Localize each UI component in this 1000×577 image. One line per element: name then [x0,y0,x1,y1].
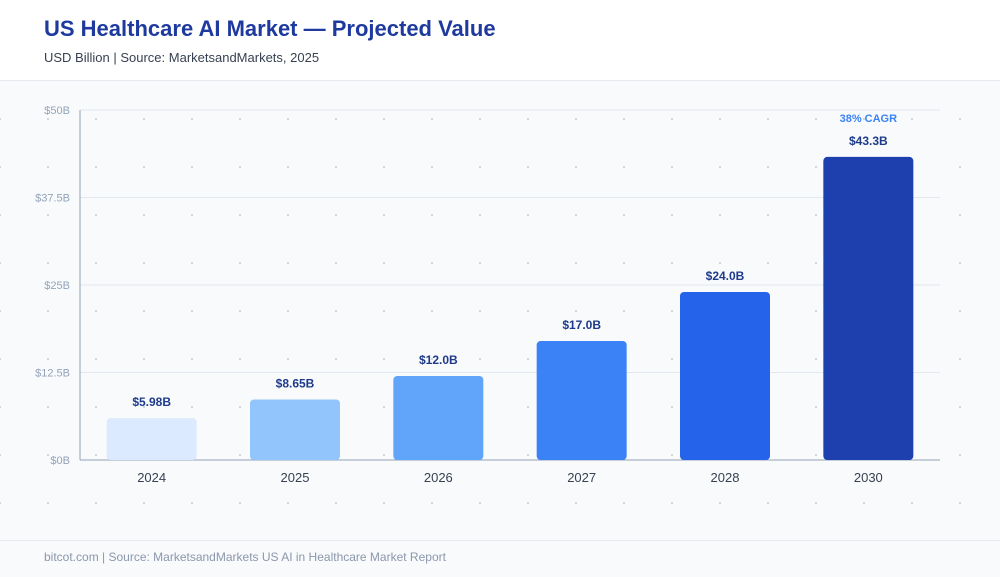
bar-value-label: $43.3B [849,134,888,148]
bar-value-label: $8.65B [276,376,315,390]
bar-value-label: $5.98B [132,395,171,409]
x-tick-label: 2024 [137,470,166,485]
chart-subtitle: USD Billion | Source: MarketsandMarkets,… [44,50,320,65]
y-tick-label: $0B [50,455,70,467]
y-tick-label: $25B [44,280,70,292]
bar-value-label: $24.0B [706,269,745,283]
y-tick-label: $50B [44,105,70,117]
footer-text: bitcot.com | Source: MarketsandMarkets U… [44,550,446,564]
bar [106,418,197,460]
chart-header: US Healthcare AI Market — Projected Valu… [0,0,1000,81]
bar [823,156,914,460]
chart-title: US Healthcare AI Market — Projected Valu… [44,16,496,41]
cagr-annotation: 38% CAGR [840,113,898,125]
x-tick-label: 2026 [424,470,453,485]
bar [250,399,340,460]
bar-value-label: $17.0B [562,318,601,332]
chart-footer: bitcot.com | Source: MarketsandMarkets U… [0,540,1000,577]
y-tick-label: $37.5B [35,193,70,205]
x-tick-label: 2030 [854,470,883,485]
x-tick-label: 2027 [567,470,596,485]
x-tick-label: 2028 [711,470,740,485]
bar [680,292,770,460]
bar [393,376,484,460]
bar [536,341,627,460]
bar-value-label: $12.0B [419,353,458,367]
y-tick-label: $12.5B [35,368,70,380]
x-tick-label: 2025 [281,470,310,485]
